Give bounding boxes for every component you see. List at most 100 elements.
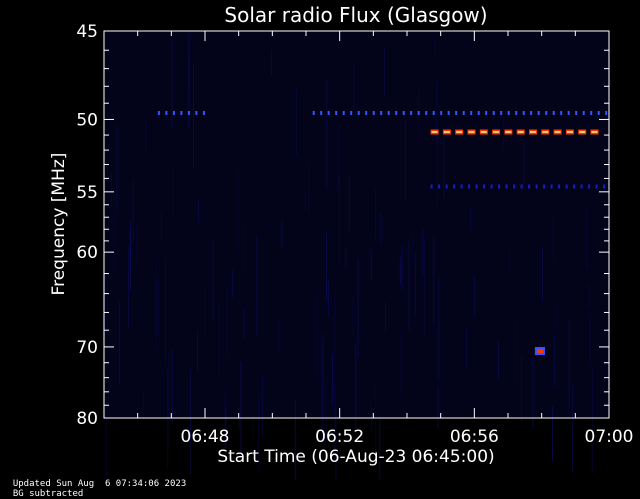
band-segment bbox=[410, 111, 413, 115]
band-segment bbox=[462, 111, 465, 115]
noise-streak bbox=[331, 386, 333, 447]
band-segment bbox=[565, 184, 568, 189]
noise-streak bbox=[335, 410, 337, 480]
band-segment bbox=[157, 111, 160, 115]
noise-streak bbox=[503, 116, 505, 151]
y-tick-label: 45 bbox=[76, 22, 98, 42]
band-segment bbox=[492, 111, 495, 115]
y-tick-label: 80 bbox=[76, 409, 98, 429]
noise-streak bbox=[252, 417, 254, 439]
noise-streak bbox=[443, 127, 445, 199]
noise-streak bbox=[168, 350, 170, 448]
band-segment bbox=[438, 184, 441, 189]
noise-streak bbox=[568, 318, 570, 410]
band-segment bbox=[445, 184, 448, 189]
band-segment-core bbox=[443, 131, 450, 133]
band-segment bbox=[380, 111, 383, 115]
noise-streak bbox=[416, 94, 418, 123]
noise-streak bbox=[375, 188, 377, 240]
noise-streak bbox=[337, 127, 339, 191]
band-segment bbox=[520, 184, 523, 189]
noise-streak bbox=[240, 361, 242, 459]
band-segment bbox=[522, 111, 525, 115]
band-segment bbox=[605, 111, 608, 115]
noise-streak bbox=[322, 334, 324, 441]
band-segment-core bbox=[468, 131, 475, 133]
band-segment bbox=[490, 184, 493, 189]
noise-streak bbox=[320, 343, 322, 432]
y-tick-label: 60 bbox=[76, 243, 98, 263]
band-segment bbox=[455, 111, 458, 115]
band-segment bbox=[515, 111, 518, 115]
band-segment bbox=[372, 111, 375, 115]
noise-streak bbox=[205, 288, 207, 337]
noise-streak bbox=[193, 64, 194, 169]
band-segment bbox=[468, 184, 471, 189]
band-segment bbox=[440, 111, 443, 115]
band-segment bbox=[530, 111, 533, 115]
band-segment bbox=[470, 111, 473, 115]
noise-streak bbox=[433, 237, 435, 325]
band-segment bbox=[550, 184, 553, 189]
noise-streak bbox=[400, 331, 402, 396]
noise-streak bbox=[551, 406, 553, 461]
noise-streak bbox=[424, 239, 425, 336]
band-segment bbox=[447, 111, 450, 115]
noise-streak bbox=[338, 175, 340, 266]
noise-streak bbox=[238, 408, 240, 429]
band-segment bbox=[595, 184, 598, 189]
band-segment-core bbox=[566, 131, 573, 133]
noise-streak bbox=[384, 47, 385, 97]
noise-streak bbox=[296, 89, 297, 156]
noise-streak bbox=[375, 378, 377, 475]
noise-streak bbox=[370, 249, 372, 281]
noise-streak bbox=[434, 36, 436, 58]
noise-streak bbox=[105, 413, 107, 480]
band-segment bbox=[187, 111, 190, 115]
plot-area bbox=[104, 31, 609, 418]
noise-streak bbox=[128, 245, 130, 328]
band-segment bbox=[402, 111, 405, 115]
noise-streak bbox=[521, 355, 523, 423]
noise-streak bbox=[355, 343, 357, 435]
noise-streak bbox=[116, 125, 118, 210]
noise-streak bbox=[145, 120, 147, 154]
band-segment bbox=[460, 184, 463, 189]
noise-streak bbox=[401, 245, 403, 291]
band-segment bbox=[528, 184, 531, 189]
band-segment bbox=[202, 111, 205, 115]
noise-streak bbox=[351, 299, 353, 330]
noise-streak bbox=[165, 258, 166, 365]
x-tick-label: 06:52 bbox=[315, 427, 364, 447]
noise-streak bbox=[172, 162, 174, 223]
band-segment bbox=[590, 111, 593, 115]
x-tick-label: 06:56 bbox=[450, 427, 499, 447]
noise-streak bbox=[158, 277, 160, 336]
noise-streak bbox=[110, 172, 112, 204]
band-segment bbox=[545, 111, 548, 115]
y-axis-label: Frequency [MHz] bbox=[49, 153, 69, 296]
noise-streak bbox=[353, 65, 355, 111]
noise-streak bbox=[294, 400, 296, 480]
noise-streak bbox=[399, 257, 401, 285]
noise-streak bbox=[345, 246, 347, 268]
band-segment-core bbox=[542, 131, 549, 133]
noise-streak bbox=[380, 211, 382, 246]
band-segment-core bbox=[456, 131, 463, 133]
y-tick-label: 70 bbox=[76, 338, 98, 358]
band-segment-core bbox=[591, 131, 598, 133]
band-segment bbox=[350, 111, 353, 115]
noise-streak bbox=[118, 300, 120, 385]
noise-streak bbox=[243, 307, 245, 340]
noise-streak bbox=[497, 340, 499, 379]
noise-streak bbox=[237, 168, 239, 256]
footer: Updated Sun Aug 6 07:34:06 2023 BG subtr… bbox=[2, 469, 200, 499]
band-segment bbox=[395, 111, 398, 115]
noise-streak bbox=[160, 210, 162, 241]
noise-streak bbox=[258, 397, 260, 471]
band-segment bbox=[567, 111, 570, 115]
band-segment bbox=[603, 184, 606, 189]
band-segment bbox=[500, 111, 503, 115]
noise-streak bbox=[357, 258, 359, 358]
band-segment bbox=[575, 111, 578, 115]
